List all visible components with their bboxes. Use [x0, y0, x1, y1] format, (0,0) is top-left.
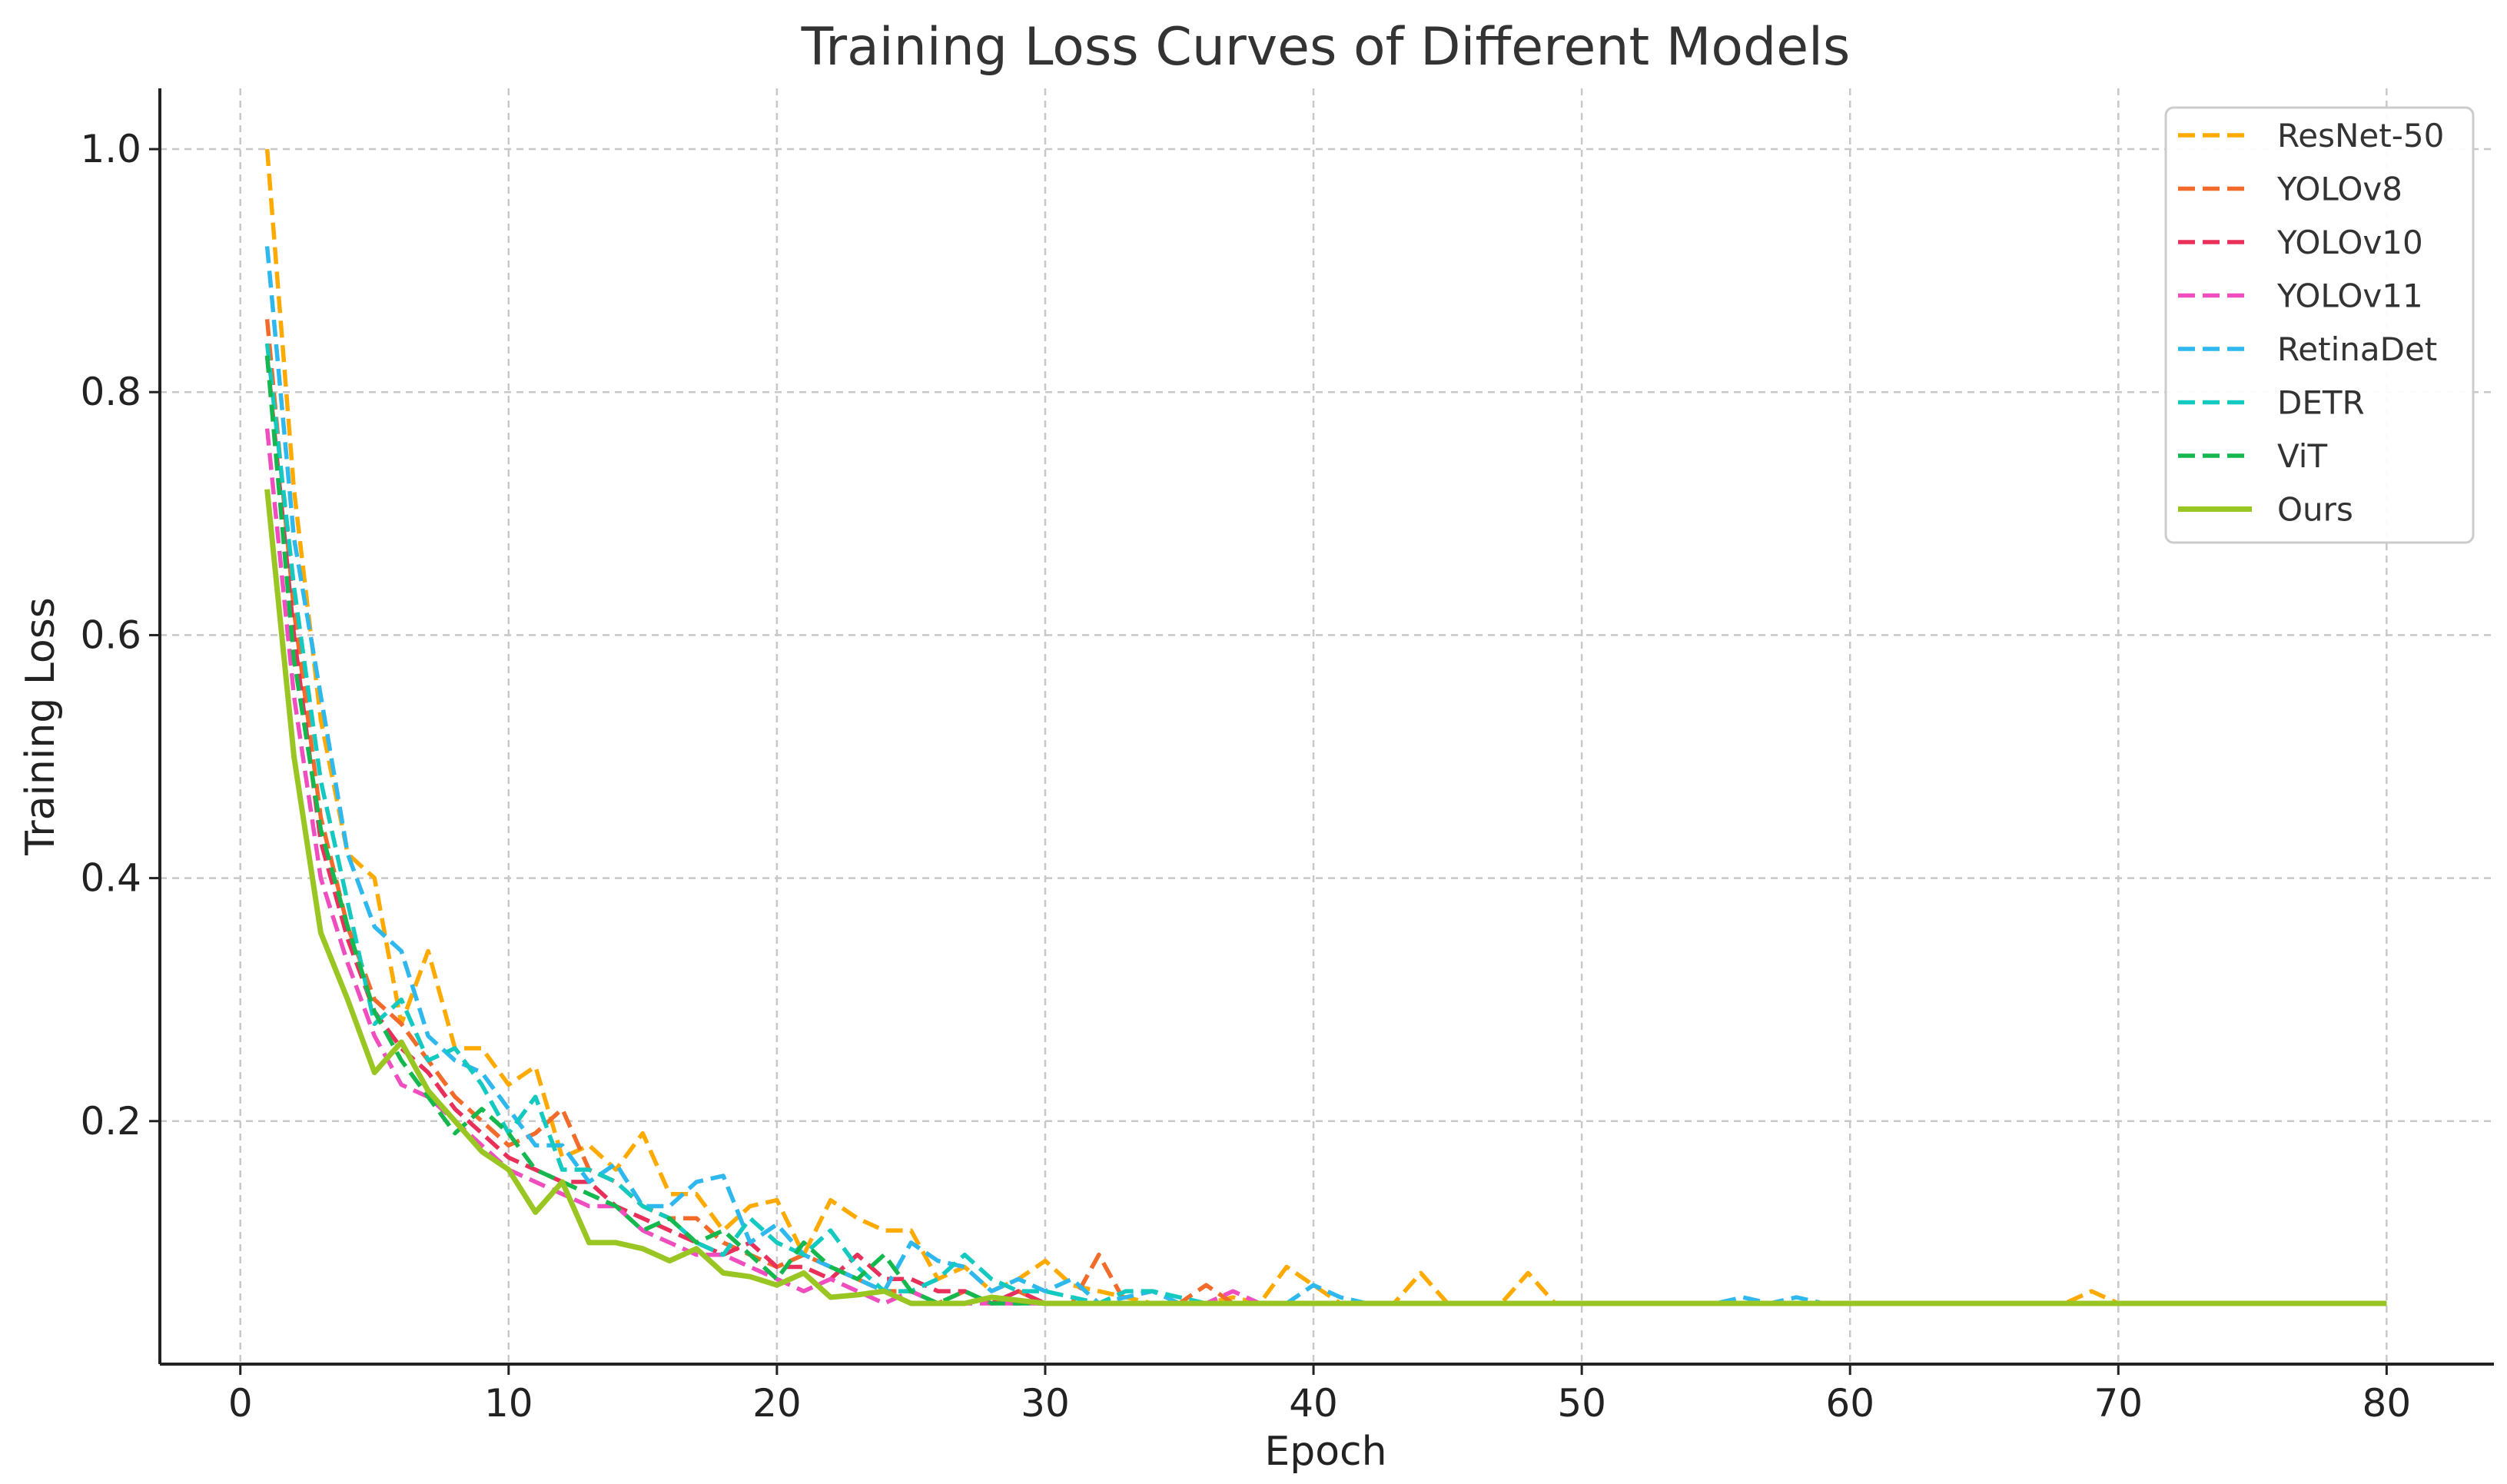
legend-label-resnet-50: ResNet-50 [2277, 117, 2444, 154]
legend-label-vit: ViT [2277, 437, 2327, 475]
axes-layer [158, 88, 2494, 1366]
legend-label-yolov11: YOLOv11 [2276, 277, 2423, 315]
legend-label-ours: Ours [2277, 491, 2353, 529]
legend-label-yolov10: YOLOv10 [2276, 224, 2423, 261]
legend-items: ResNet-50 YOLOv8 YOLOv10 YOLOv11 RetinaDet DE… [2178, 117, 2444, 529]
x-tick-label: 70 [2094, 1381, 2143, 1426]
series-line-yolov8 [264, 319, 2387, 1306]
series-line-detr [264, 343, 2387, 1306]
chart-title: Training Loss Curves of Different Models [801, 17, 1851, 78]
y-axis-label: Training Loss [18, 597, 64, 856]
series-line-ours [264, 489, 2387, 1306]
x-tick-label: 50 [1557, 1381, 1606, 1426]
y-tick-label: 0.8 [80, 370, 141, 414]
x-axis-label: Epoch [1264, 1429, 1386, 1475]
y-tick-label: 0.6 [80, 613, 141, 657]
series-line-yolov11 [264, 428, 2387, 1306]
legend-label-yolov8: YOLOv8 [2276, 171, 2402, 208]
x-tick-label: 0 [228, 1381, 253, 1426]
x-tick-label: 40 [1289, 1381, 1338, 1426]
x-tick-label: 10 [484, 1381, 533, 1426]
legend-label-detr: DETR [2277, 384, 2365, 422]
x-tick-label: 60 [1825, 1381, 1874, 1426]
x-tick-label: 30 [1021, 1381, 1070, 1426]
series-line-resnet-50 [264, 148, 2387, 1306]
x-tick-label: 80 [2363, 1381, 2412, 1426]
y-tick-label: 1.0 [80, 127, 141, 171]
y-tick-label: 0.2 [80, 1099, 141, 1144]
legend-label-retinadet: RetinaDet [2277, 330, 2437, 368]
y-tick-label: 0.4 [80, 856, 141, 901]
ticks-layer: 0 10 20 30 40 50 60 70 80 0.2 0.4 0.6 0.8 1.0 [80, 127, 2411, 1426]
series-layer [264, 148, 2387, 1306]
legend: ResNet-50 YOLOv8 YOLOv10 YOLOv11 RetinaDet DE… [2164, 106, 2475, 544]
x-tick-label: 20 [752, 1381, 802, 1426]
series-line-vit [264, 355, 2387, 1306]
series-line-retinadet [264, 246, 2387, 1306]
legend-frame [2164, 106, 2475, 544]
